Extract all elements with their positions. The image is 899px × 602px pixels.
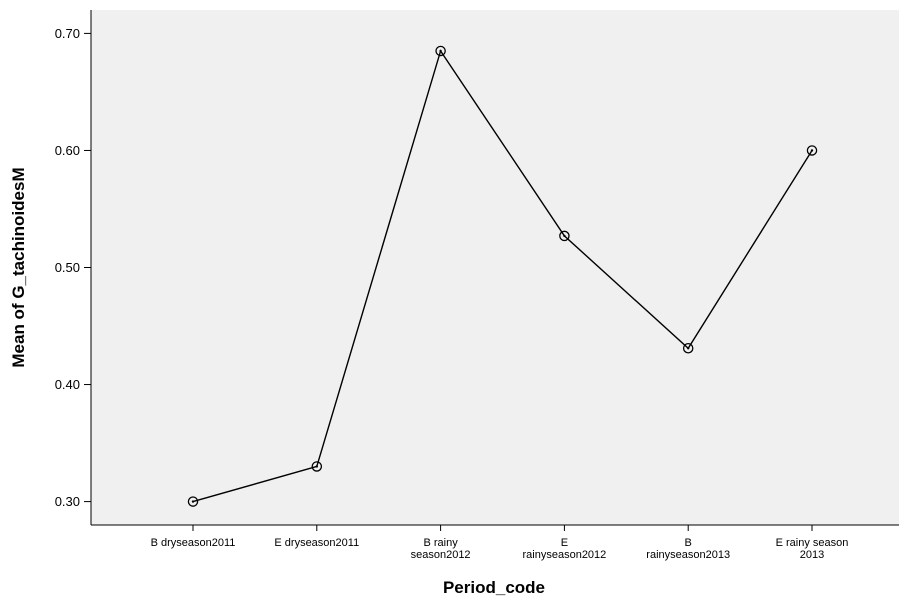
x-tick-label-line: E dryseason2011 — [274, 537, 359, 549]
y-axis-title: Mean of G_tachinoidesM — [9, 167, 28, 367]
x-tick-label-line: season2012 — [411, 549, 471, 561]
data-point — [187, 496, 199, 507]
data-point-center — [191, 500, 195, 503]
x-tick-label-line: rainyseason2013 — [646, 549, 730, 561]
y-tick-label: 0.60 — [55, 143, 80, 158]
x-tick-label-line: E rainy season — [776, 537, 849, 549]
x-tick-label: E dryseason2011 — [274, 537, 359, 549]
series-line — [192, 49, 813, 503]
data-point-center — [439, 49, 442, 53]
data-point-center — [810, 149, 814, 152]
x-tick-label-line: 2013 — [800, 549, 824, 561]
data-point — [559, 230, 570, 242]
x-tick-label-line: rainyseason2012 — [523, 549, 607, 561]
x-tick-label: B dryseason2011 — [151, 537, 236, 549]
x-tick-label-line: E — [561, 537, 568, 549]
y-tick-label: 0.50 — [55, 260, 80, 275]
x-tick-label-line: B — [685, 537, 692, 549]
x-tick-label: E rainy season 2013 — [776, 537, 849, 561]
x-axis: B dryseason2011 E dryseason2011 B rainy sea… — [91, 524, 899, 561]
x-tick-label-line: B rainy — [423, 537, 458, 549]
data-point — [806, 145, 818, 156]
data-point — [435, 45, 446, 57]
x-tick-label-line: B dryseason2011 — [151, 537, 236, 549]
y-axis: 0.30 0.40 0.50 0.60 0.70 — [55, 10, 92, 525]
x-tick-label: B rainy season2012 — [411, 537, 471, 561]
series-mean — [187, 45, 818, 507]
data-point-center — [563, 234, 566, 238]
data-point — [682, 343, 694, 354]
data-point-center — [315, 465, 318, 468]
y-tick-label: 0.30 — [55, 494, 80, 509]
data-point-center — [687, 347, 690, 350]
y-tick-label: 0.40 — [55, 377, 80, 392]
y-tick-label: 0.70 — [55, 26, 80, 41]
x-axis-title: Period_code — [443, 578, 545, 597]
data-point — [311, 461, 323, 472]
plot-area — [91, 10, 899, 525]
